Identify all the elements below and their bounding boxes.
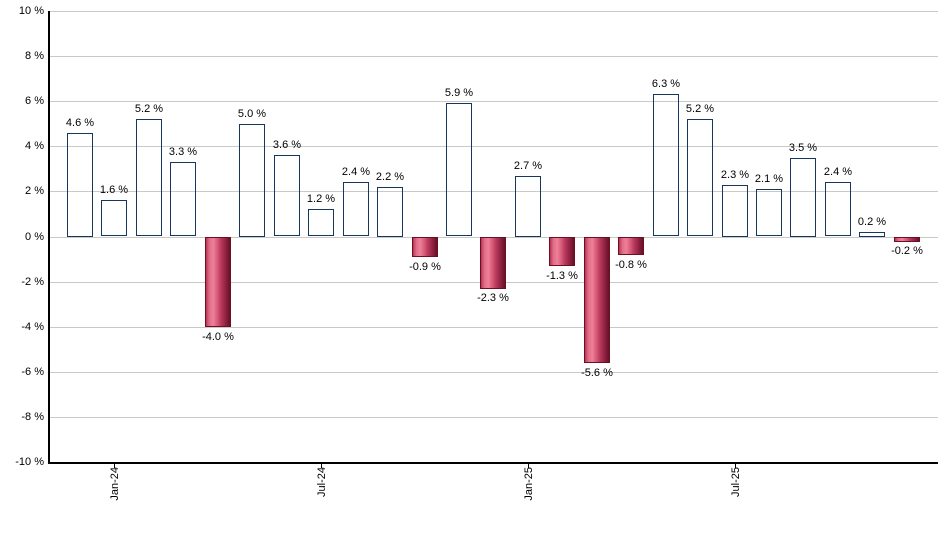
bar-value-label-Sep-25: 3.5 % — [788, 142, 818, 154]
bar-May-25 — [653, 94, 679, 236]
bar-value-label-Aug-24: 2.4 % — [341, 166, 371, 178]
bar-Feb-25 — [549, 237, 575, 266]
bar-value-label-Oct-25: 2.4 % — [823, 166, 853, 178]
y-tick-label: 4 % — [25, 140, 44, 152]
x-tick-mark — [321, 462, 322, 468]
y-tick-label: 10 % — [18, 5, 44, 17]
bar-Nov-25 — [859, 232, 885, 237]
bar-value-label-Apr-25: -0.8 % — [615, 259, 647, 271]
bar-value-label-Sep-24: 2.2 % — [375, 171, 405, 183]
x-axis-line — [48, 462, 938, 464]
bar-value-label-Jan-25: 2.7 % — [513, 160, 543, 172]
bar-Mar-24 — [170, 162, 196, 236]
y-tick-label: -6 % — [21, 366, 44, 378]
bar-Apr-25 — [618, 237, 644, 255]
bar-value-label-Jun-24: 3.6 % — [272, 139, 302, 151]
bar-Nov-24 — [446, 103, 472, 236]
bar-value-label-Jul-24: 1.2 % — [306, 193, 336, 205]
bar-value-label-Mar-25: -5.6 % — [581, 367, 613, 379]
bar-Jan-25 — [515, 176, 541, 237]
bar-Jul-24 — [308, 209, 334, 236]
bar-value-label-Feb-25: -1.3 % — [546, 270, 578, 282]
bar-value-label-Mar-24: 3.3 % — [168, 146, 198, 158]
y-tick-label: -10 % — [15, 456, 44, 468]
gridline--6 — [48, 372, 938, 373]
bar-value-label-Dec-25: -0.2 % — [891, 245, 923, 257]
y-tick-label: 8 % — [25, 50, 44, 62]
bar-Aug-25 — [756, 189, 782, 236]
bar-Sep-25 — [790, 158, 816, 237]
gridline-6 — [48, 101, 938, 102]
y-tick-label: -2 % — [21, 276, 44, 288]
x-tick-label: Jul-25 — [730, 467, 742, 497]
bar-value-label-Jun-25: 5.2 % — [685, 103, 715, 115]
bar-value-label-Aug-25: 2.1 % — [754, 173, 784, 185]
bar-value-label-Feb-24: 5.2 % — [134, 103, 164, 115]
bar-Mar-25 — [584, 237, 610, 363]
bar-Aug-24 — [343, 182, 369, 236]
x-tick-mark — [528, 462, 529, 468]
bar-value-label-Jan-24: 1.6 % — [99, 184, 129, 196]
bar-Jul-25 — [722, 185, 748, 237]
bar-value-label-Oct-24: -0.9 % — [409, 261, 441, 273]
bar-Oct-24 — [412, 237, 438, 257]
bar-Jan-24 — [101, 200, 127, 236]
bar-Apr-24 — [205, 237, 231, 327]
bar-Jun-24 — [274, 155, 300, 236]
x-tick-mark — [735, 462, 736, 468]
x-tick-label: Jul-24 — [316, 467, 328, 497]
bar-Dec-24 — [480, 237, 506, 289]
bar-value-label-Dec-23: 4.6 % — [65, 117, 95, 129]
y-tick-label: -4 % — [21, 321, 44, 333]
bar-Jun-25 — [687, 119, 713, 236]
gridline--4 — [48, 327, 938, 328]
gridline--8 — [48, 417, 938, 418]
bar-value-label-Apr-24: -4.0 % — [202, 331, 234, 343]
bar-Oct-25 — [825, 182, 851, 236]
bar-Sep-24 — [377, 187, 403, 237]
bar-Dec-23 — [67, 133, 93, 237]
gridline-10 — [48, 11, 938, 12]
gridline-4 — [48, 146, 938, 147]
y-tick-label: 2 % — [25, 185, 44, 197]
bar-Feb-24 — [136, 119, 162, 236]
y-axis-line — [48, 11, 50, 464]
bar-value-label-Nov-25: 0.2 % — [857, 216, 887, 228]
bar-value-label-Nov-24: 5.9 % — [444, 87, 474, 99]
bar-May-24 — [239, 124, 265, 237]
y-tick-label: 6 % — [25, 95, 44, 107]
bar-value-label-May-24: 5.0 % — [237, 108, 267, 120]
bar-value-label-Jul-25: 2.3 % — [720, 169, 750, 181]
y-tick-label: -8 % — [21, 411, 44, 423]
x-tick-mark — [114, 462, 115, 468]
bar-value-label-May-25: 6.3 % — [651, 78, 681, 90]
bar-value-label-Dec-24: -2.3 % — [477, 292, 509, 304]
x-tick-label: Jan-25 — [523, 467, 535, 501]
bar-Dec-25 — [894, 237, 920, 242]
y-tick-label: 0 % — [25, 231, 44, 243]
x-tick-label: Jan-24 — [109, 467, 121, 501]
gridline-8 — [48, 56, 938, 57]
gridline-2 — [48, 191, 938, 192]
